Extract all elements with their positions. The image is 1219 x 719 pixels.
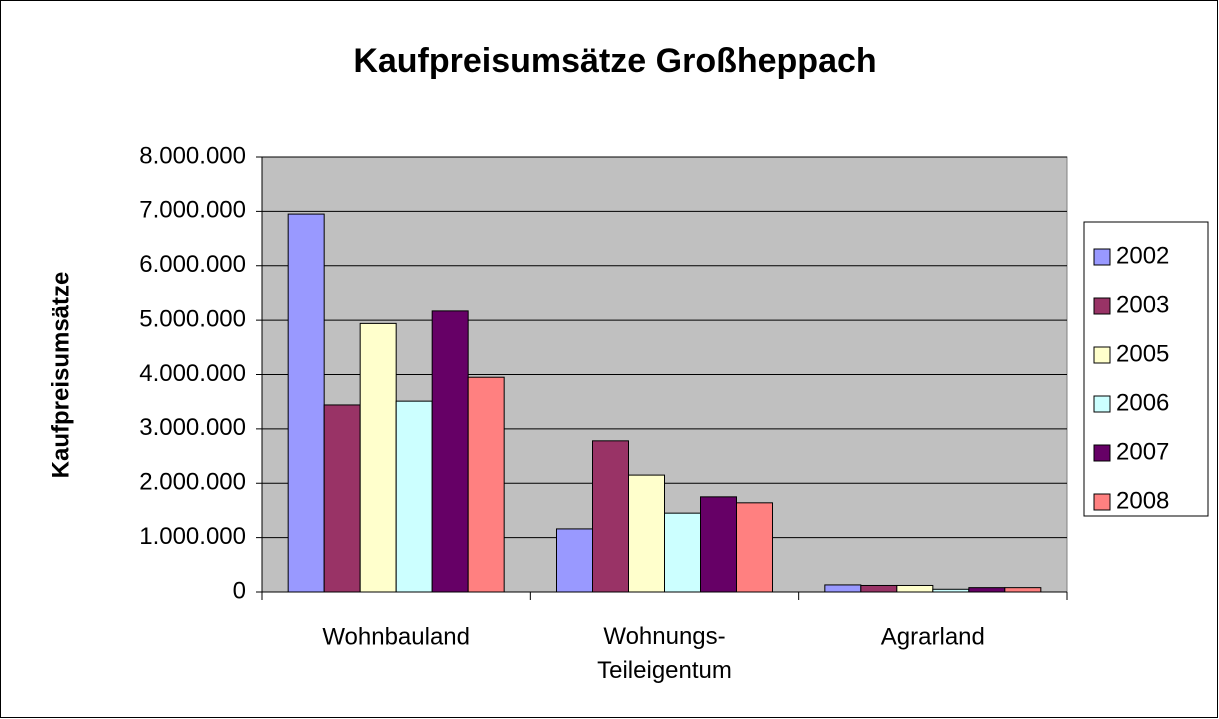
x-tick-label: Wohnbauland	[322, 623, 470, 650]
bar	[287, 213, 325, 593]
y-tick-label: 8.000.000	[139, 142, 246, 169]
y-axis-label: Kaufpreisumsätze	[47, 272, 74, 479]
bar	[628, 474, 665, 593]
bar	[896, 584, 934, 593]
legend-label: 2003	[1116, 291, 1169, 318]
bar	[592, 440, 629, 593]
x-tick-label: Agrarland	[881, 623, 985, 650]
bar	[736, 502, 773, 593]
bar	[359, 322, 397, 593]
y-tick-label: 5.000.000	[139, 305, 246, 332]
legend-box	[1083, 221, 1209, 517]
bar	[1004, 587, 1042, 593]
legend-swatch	[1093, 444, 1111, 462]
x-tick-label: Wohnungs-Teileigentum	[597, 623, 732, 684]
y-tick-label: 7.000.000	[139, 197, 246, 224]
bar	[467, 376, 505, 593]
y-tick-label: 1.000.000	[139, 523, 246, 550]
bar	[824, 584, 862, 593]
y-tick-label: 0	[233, 577, 246, 604]
bar	[700, 496, 737, 593]
legend-label: 2005	[1116, 340, 1169, 367]
y-tick-label: 3.000.000	[139, 414, 246, 441]
chart-title: Kaufpreisumsätze Großheppach	[353, 42, 876, 80]
legend-label: 2007	[1116, 438, 1169, 465]
legend-swatch	[1093, 346, 1111, 364]
legend-swatch	[1093, 248, 1111, 266]
bar	[395, 400, 433, 593]
bar	[968, 587, 1006, 593]
bar	[860, 584, 898, 593]
bar	[664, 512, 701, 593]
legend-swatch	[1093, 493, 1111, 511]
y-tick-label: 6.000.000	[139, 251, 246, 278]
legend-label: 2002	[1116, 242, 1169, 269]
y-tick-label: 2.000.000	[139, 469, 246, 496]
bar	[556, 528, 593, 593]
legend-swatch	[1093, 297, 1111, 315]
legend-swatch	[1093, 395, 1111, 413]
legend-label: 2008	[1116, 487, 1169, 514]
legend-label: 2006	[1116, 389, 1169, 416]
y-tick-label: 4.000.000	[139, 360, 246, 387]
bar	[323, 404, 361, 593]
bar	[431, 310, 469, 593]
